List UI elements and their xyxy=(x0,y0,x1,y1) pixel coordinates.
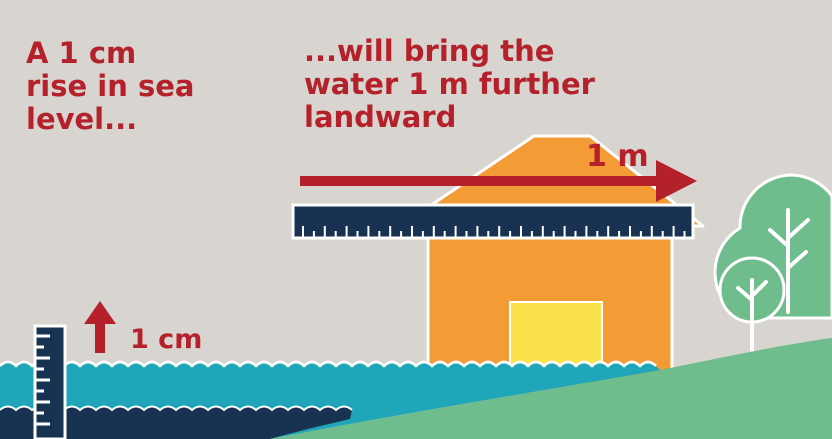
land xyxy=(270,338,832,439)
house-icon xyxy=(398,134,705,387)
wave-line xyxy=(0,360,657,368)
caption-left-line-2: rise in sea xyxy=(26,69,195,103)
deep-water xyxy=(0,406,352,439)
caption-left: A 1 cm rise in sea level... xyxy=(26,39,194,138)
caption-left-line-3: level... xyxy=(26,102,138,136)
distance-label: 1 m xyxy=(586,139,649,174)
right-arrow-icon xyxy=(300,160,697,202)
ruler-icon xyxy=(291,203,695,240)
caption-right-line-2: water 1 m further xyxy=(304,67,595,101)
caption-left-line-1: A 1 cm xyxy=(26,36,137,70)
tide-gauge-icon xyxy=(33,324,67,439)
rise-label: 1 cm xyxy=(130,324,203,355)
caption-right-line-1: ...will bring the xyxy=(304,34,555,68)
caption-right: ...will bring the water 1 m further land… xyxy=(304,37,595,136)
caption-right-line-3: landward xyxy=(304,100,457,134)
tree-icon xyxy=(718,256,786,352)
house-door xyxy=(509,301,603,373)
up-arrow-icon xyxy=(84,301,116,353)
